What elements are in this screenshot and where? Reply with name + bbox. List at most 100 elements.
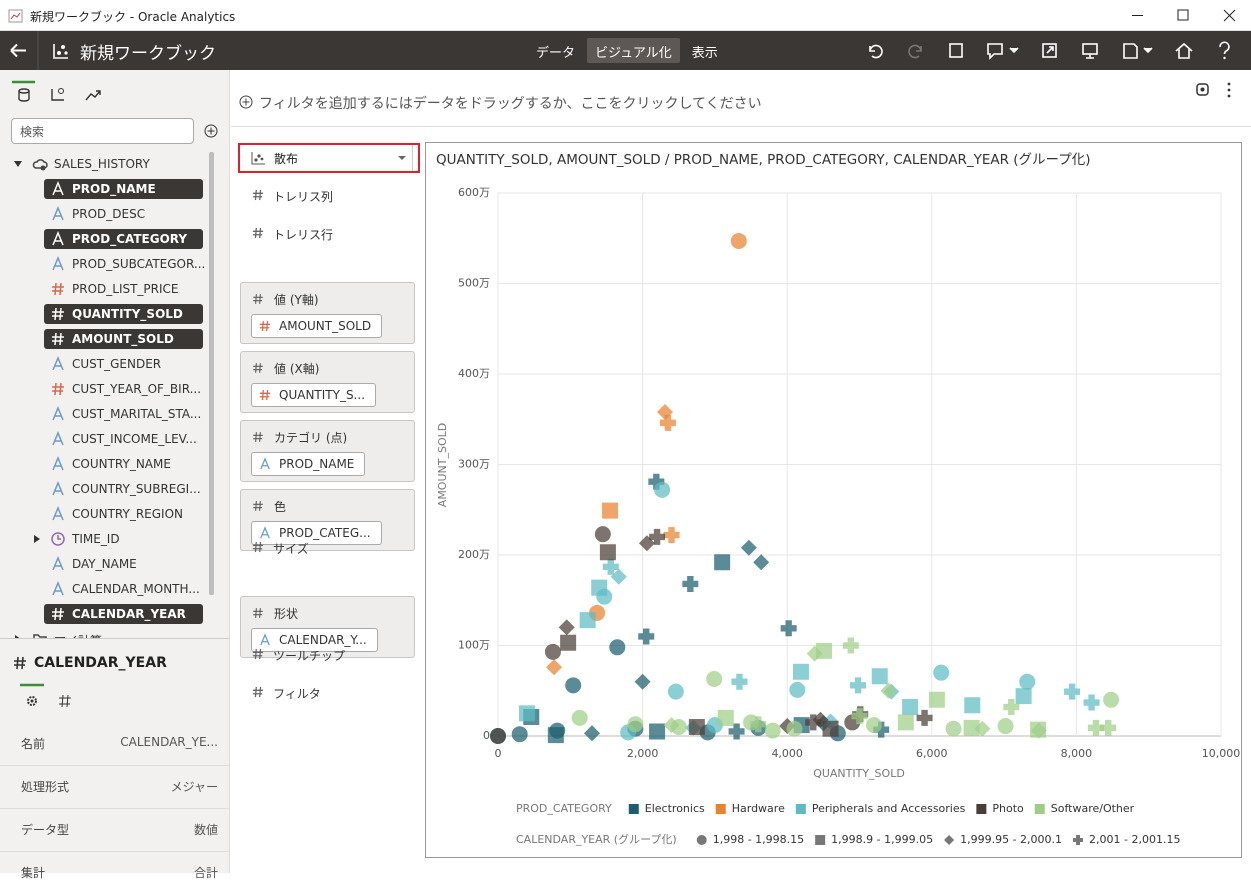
- x-tick-label: 6,000: [916, 747, 948, 760]
- y-tick-label: 600万: [458, 186, 490, 199]
- tree-item[interactable]: CUST_MARITAL_STA...: [44, 404, 203, 424]
- tree-item[interactable]: PROD_LIST_PRICE: [44, 279, 203, 299]
- drop-zone[interactable]: 値 (X軸)QUANTITY_S...: [240, 351, 415, 413]
- field-pill[interactable]: PROD_NAME: [251, 452, 365, 476]
- property-value: メジャー: [171, 778, 218, 795]
- scatter-point: [654, 482, 670, 498]
- tree-item[interactable]: PROD_DESC: [44, 204, 203, 224]
- expander[interactable]: [13, 159, 23, 169]
- legend-swatch: [1035, 804, 1045, 814]
- scatter-point: [1103, 692, 1119, 708]
- tree-item[interactable]: PROD_NAME: [44, 179, 203, 199]
- scatter-point: [789, 682, 805, 698]
- scatter-point: [714, 554, 730, 570]
- tree-item[interactable]: COUNTRY_SUBREGI...: [44, 479, 203, 499]
- measure-icon: [50, 331, 66, 347]
- grammar-item[interactable]: トレリス列: [231, 176, 423, 214]
- property-row: データ型数値: [0, 809, 229, 852]
- tree-label: PROD_DESC: [72, 207, 145, 221]
- x-tick-label: 2,000: [627, 747, 659, 760]
- drop-zone-label: 色: [274, 498, 286, 515]
- arrow: [34, 535, 40, 543]
- tree-item[interactable]: CUST_INCOME_LEV...: [44, 429, 203, 449]
- glyph: [53, 208, 63, 220]
- scrollbar[interactable]: [209, 152, 214, 595]
- drop-zone[interactable]: 値 (Y軸) AMOUNT_SOLD: [240, 282, 415, 344]
- measure-icon: [251, 685, 265, 699]
- search-input[interactable]: 検索: [11, 118, 194, 144]
- tree-item[interactable]: CUST_GENDER: [44, 354, 203, 374]
- y-tick-label: 200万: [458, 548, 490, 561]
- chart-type-picker[interactable]: 散布: [238, 143, 420, 173]
- app-icon: [8, 8, 24, 24]
- drop-zone[interactable]: カテゴリ (点) PROD_NAME: [240, 420, 415, 482]
- window-controls[interactable]: [1120, 0, 1251, 31]
- drop-zone-label: カテゴリ (点): [274, 429, 347, 446]
- tree-item[interactable]: AMOUNT_SOLD: [44, 329, 203, 349]
- property-label: 処理形式: [21, 778, 69, 795]
- source-icon: [32, 156, 48, 172]
- scatter-chart: QUANTITY_SOLD, AMOUNT_SOLD / PROD_NAME, …: [425, 142, 1242, 858]
- grammar-item[interactable]: サイズ: [231, 528, 423, 566]
- scatter-point: [706, 671, 722, 687]
- grammar-item[interactable]: フィルタ: [231, 673, 423, 711]
- legend-label: Peripherals and Accessories: [812, 802, 966, 815]
- tree-item[interactable]: CALENDAR_YEAR: [44, 604, 203, 624]
- arrow: [14, 161, 22, 167]
- tree-item[interactable]: PROD_CATEGORY: [44, 229, 203, 249]
- tree-item[interactable]: QUANTITY_SOLD: [44, 304, 203, 324]
- legend-swatch: [796, 804, 806, 814]
- scatter-point: [664, 527, 680, 543]
- grammar-item[interactable]: ツールチップ: [231, 635, 423, 673]
- tree-item[interactable]: マイ計算: [0, 629, 200, 638]
- scatter-point: [602, 503, 618, 519]
- filter-placeholder: フィルタを追加するにはデータをドラッグするか、ここをクリックしてください: [259, 93, 762, 113]
- scatter-point: [490, 728, 506, 744]
- dropdown-arrow: [396, 153, 408, 163]
- tree-item[interactable]: CUST_YEAR_OF_BIR...: [44, 379, 203, 399]
- property-tabs[interactable]: [0, 683, 229, 719]
- tree-label: DAY_NAME: [72, 557, 137, 571]
- tree-item[interactable]: TIME_ID: [44, 529, 203, 549]
- legend-label: Hardware: [732, 802, 785, 815]
- measure-icon: [251, 226, 265, 240]
- grammar-item[interactable]: トレリス行: [231, 214, 423, 252]
- filter-options[interactable]: [1193, 80, 1243, 100]
- tree-item[interactable]: SALES_HISTORY: [0, 154, 200, 174]
- y-tick-label: 300万: [458, 458, 490, 471]
- scatter-point: [1084, 695, 1100, 711]
- tree-item[interactable]: PROD_SUBCATEGOR...: [44, 254, 203, 274]
- field-pill[interactable]: QUANTITY_S...: [251, 383, 376, 407]
- tree-item[interactable]: COUNTRY_REGION: [44, 504, 203, 524]
- scatter-point: [753, 554, 769, 570]
- tree-item[interactable]: COUNTRY_NAME: [44, 454, 203, 474]
- tree-label: PROD_CATEGORY: [72, 232, 187, 246]
- view-tab[interactable]: ビジュアル化: [587, 38, 680, 63]
- drop-zone-label: 形状: [274, 605, 298, 622]
- legend-shape: [1073, 835, 1083, 845]
- scatter-point: [741, 540, 757, 556]
- window-title: 新規ワークブック - Oracle Analytics: [30, 8, 235, 25]
- chart-type: 散布: [274, 150, 298, 167]
- filter-bar[interactable]: フィルタを追加するにはデータをドラッグするか、ここをクリックしてください: [231, 70, 1251, 127]
- drop-zone-label: 値 (Y軸): [274, 291, 319, 308]
- tree-item[interactable]: CALENDAR_MONTH...: [44, 579, 203, 599]
- scatter-point: [1016, 688, 1032, 704]
- tree-item[interactable]: DAY_NAME: [44, 554, 203, 574]
- measure-icon: [251, 188, 265, 202]
- attribute-icon: [50, 506, 66, 522]
- expander[interactable]: [32, 534, 42, 544]
- attribute-icon: [50, 206, 66, 222]
- glyph: [52, 333, 64, 345]
- property-row: 処理形式 メジャー: [0, 766, 229, 809]
- page: {"window":{"title":"新規ワークブック - Oracle An…: [0, 0, 1251, 873]
- field-name: AMOUNT_SOLD: [279, 319, 371, 333]
- glyph: [253, 687, 263, 697]
- property-value: CALENDAR_YE...: [120, 735, 218, 749]
- view-tab[interactable]: データ: [528, 38, 583, 63]
- view-tab[interactable]: 表示: [684, 38, 726, 63]
- divider: [412, 145, 413, 171]
- field-pill[interactable]: AMOUNT_SOLD: [251, 314, 382, 338]
- y-tick-label: 0: [483, 729, 490, 742]
- glyph: [253, 432, 263, 442]
